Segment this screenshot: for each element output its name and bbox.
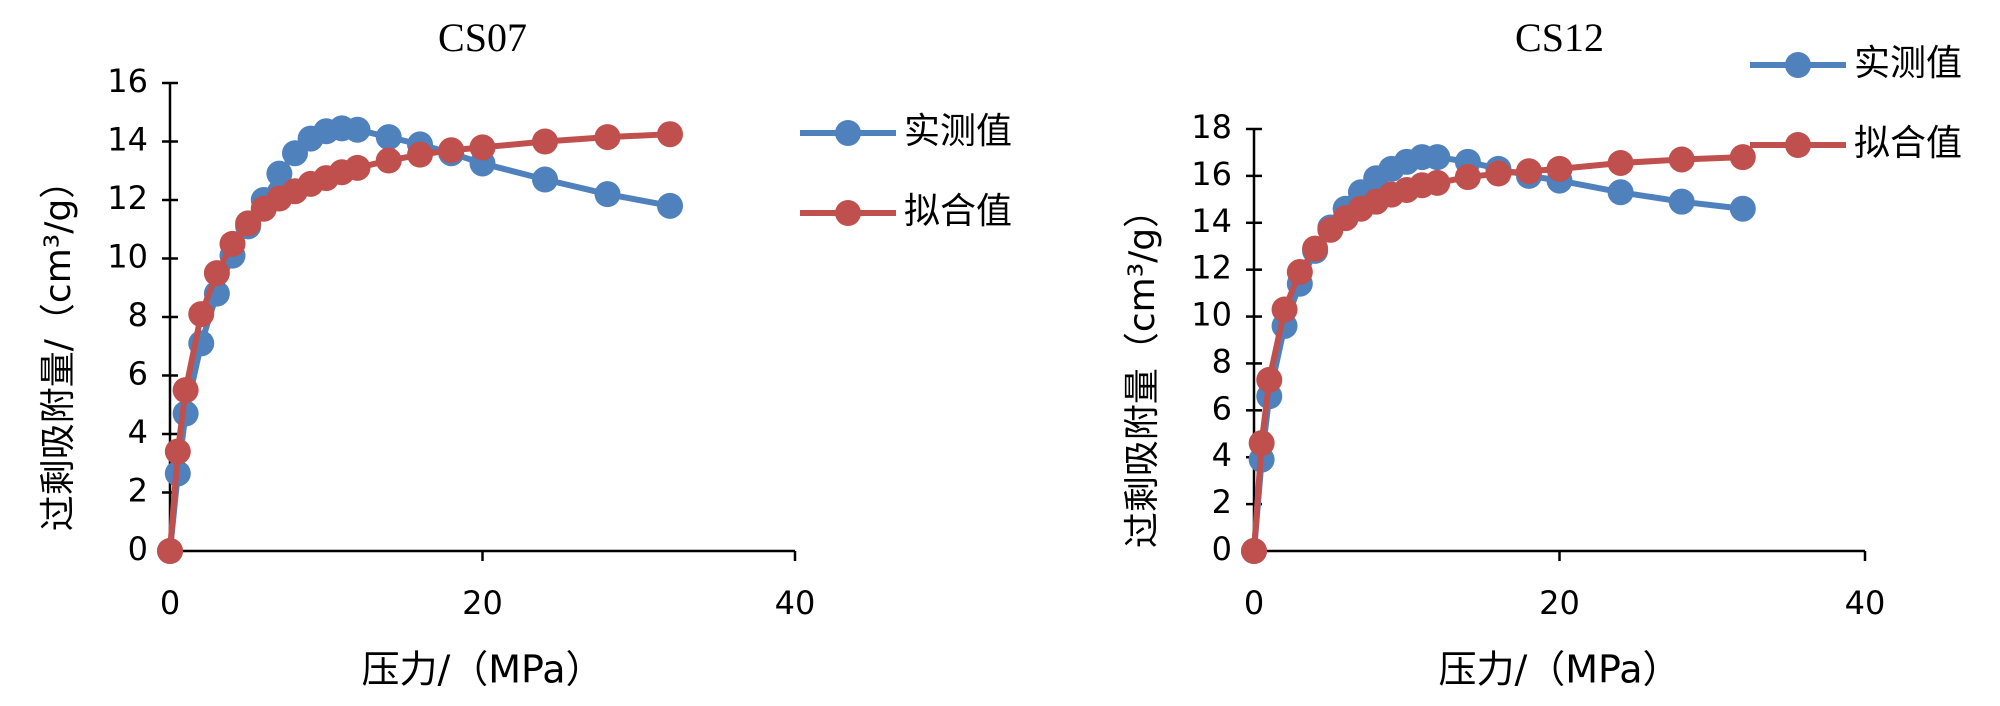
y-tick-label: 0 [128,530,148,568]
y-tick-label: 6 [1212,389,1232,427]
data-point [1271,296,1298,323]
legend-label: 实测值 [904,111,1012,152]
data-point [344,154,371,181]
data-point [657,192,683,219]
y-tick-label: 8 [128,296,148,334]
data-point [407,141,433,168]
x-tick-label: 40 [775,584,816,622]
data-point [532,166,558,193]
y-tick-label: 10 [1191,296,1232,334]
y-tick-label: 8 [1212,342,1232,380]
legend-label: 拟合值 [1854,123,1962,164]
data-point [532,128,558,155]
data-point [1454,164,1481,191]
y-tick-label: 14 [107,121,148,159]
data-point [203,260,230,287]
y-axis-label: 过剩吸附量/（cm³/g） [38,163,79,531]
legend-marker [835,120,861,146]
chart-title: CS07 [438,15,527,60]
data-point [1668,146,1695,173]
legend-label: 实测值 [1854,43,1962,84]
legend-marker [1785,52,1811,78]
y-tick-label: 2 [1212,483,1232,521]
y-tick-label: 0 [1212,530,1232,568]
data-point [172,377,199,404]
data-point [1286,259,1313,286]
y-tick-label: 14 [1191,202,1232,240]
y-tick-label: 6 [128,355,148,393]
data-point [1302,235,1329,262]
data-point [438,137,465,164]
data-point [344,116,371,143]
data-point [1668,188,1695,215]
y-tick-label: 4 [1212,436,1232,474]
x-axis-label: 压力/（MPa） [1438,648,1680,692]
data-point [1729,144,1756,171]
data-point [1256,366,1283,393]
data-point [594,124,621,151]
data-point [219,230,246,257]
data-point [469,134,496,161]
data-point [1248,430,1275,457]
data-point [1424,169,1451,196]
legend-marker [835,200,861,226]
y-tick-label: 16 [107,62,148,100]
legend-label: 拟合值 [904,191,1012,232]
x-tick-label: 20 [1539,584,1580,622]
x-tick-label: 20 [462,584,503,622]
data-point [1607,179,1634,206]
data-point [1515,158,1542,185]
y-tick-label: 18 [1191,108,1232,146]
y-axis-label: 过剩吸附量（cm³/g） [1122,192,1163,548]
data-point [375,124,402,151]
x-tick-label: 0 [160,584,180,622]
data-point [1424,144,1451,171]
data-point [1485,160,1512,187]
y-tick-label: 12 [1191,249,1232,287]
x-axis-label: 压力/（MPa） [361,648,603,692]
data-point [188,301,215,328]
data-point [164,438,191,465]
data-point [1607,149,1634,176]
data-point [157,538,183,564]
chart-title: CS12 [1515,15,1604,60]
data-point [375,147,402,174]
data-point [1241,538,1267,564]
x-tick-label: 0 [1244,584,1264,622]
legend-marker [1785,132,1811,158]
y-tick-label: 12 [107,179,148,217]
x-tick-label: 40 [1845,584,1886,622]
data-point [1729,195,1756,222]
data-point [1546,155,1573,182]
y-tick-label: 4 [128,413,148,451]
data-point [594,181,621,208]
y-tick-label: 16 [1191,155,1232,193]
data-point [266,160,293,187]
data-point [657,121,683,148]
y-tick-label: 10 [107,238,148,276]
y-tick-label: 2 [128,472,148,510]
